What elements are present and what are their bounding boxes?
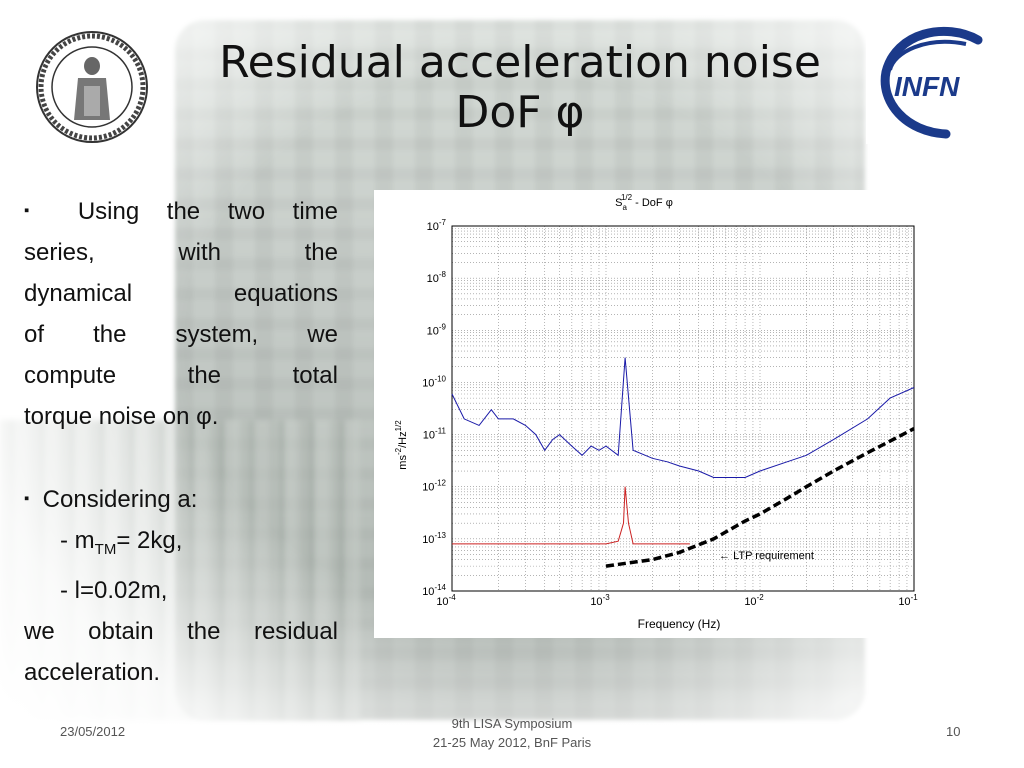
bullet-icon: ▪ xyxy=(24,490,30,507)
chart-title: Sa1/2 - DoF φ xyxy=(615,193,673,212)
x-ticks: 10-4 10-3 10-2 10-1 xyxy=(436,593,918,608)
plot-frame xyxy=(451,225,915,592)
series-line-0 xyxy=(451,357,915,478)
y-axis-label: ms-2/Hz1/2 xyxy=(394,420,409,470)
infn-logo-text: INFN xyxy=(894,71,960,102)
mass-line: - mTM= 2kg, xyxy=(60,527,183,558)
title-line-1: Residual acceleration noise xyxy=(219,37,821,88)
chart-series xyxy=(451,357,915,568)
y-tick-label: 10-9 xyxy=(427,322,447,337)
y-tick-label: 10-11 xyxy=(423,427,447,442)
footer-page-number: 10 xyxy=(946,724,961,739)
seal-icon xyxy=(36,31,148,143)
bullet1-line: ▪ Using the two time xyxy=(24,198,338,225)
conclusion-line: acceleration. xyxy=(24,658,161,686)
chart-svg: 10-4 10-3 10-2 10-1 10-710-810-910-1010-111… xyxy=(394,193,918,631)
footer-event: 9th LISA Symposium 21-25 May 2012, BnF P… xyxy=(400,714,624,752)
x-tick-label: 10-4 xyxy=(436,593,456,608)
series-line-2 xyxy=(605,427,915,568)
ltp-requirement-label: ← LTP requirement xyxy=(719,550,814,562)
y-tick-label: 10-8 xyxy=(427,270,447,285)
y-tick-label: 10-10 xyxy=(422,374,446,389)
bullet-icon: ▪ xyxy=(24,202,51,219)
x-tick-label: 10-3 xyxy=(590,593,610,608)
y-tick-label: 10-14 xyxy=(422,583,446,598)
chart-grid xyxy=(451,226,914,592)
footer-event-line2: 21-25 May 2012, BnF Paris xyxy=(432,735,592,750)
university-seal-logo xyxy=(32,28,152,146)
infn-swoosh-icon: INFN xyxy=(880,26,983,139)
y-tick-label: 10-12 xyxy=(422,479,446,494)
footer-date: 23/05/2012 xyxy=(60,724,126,739)
x-axis-label: Frequency (Hz) xyxy=(638,617,721,631)
footer-event-line1: 9th LISA Symposium xyxy=(451,716,573,731)
series-line-1 xyxy=(452,486,690,545)
x-tick-label: 10-2 xyxy=(744,593,764,608)
title-line-2: DoF φ xyxy=(455,87,585,138)
x-tick-label: 10-1 xyxy=(898,593,918,608)
y-tick-label: 10-7 xyxy=(427,218,447,233)
infn-logo: INFN xyxy=(866,22,996,144)
slide-title: Residual acceleration noise DoF φ xyxy=(150,38,890,138)
bullet2-lead: ▪ Considering a: xyxy=(24,486,198,513)
length-line: - l=0.02m, xyxy=(60,576,168,604)
noise-chart: 10-4 10-3 10-2 10-1 10-7 10-8 10-9 10-10 10-11 1… xyxy=(374,190,924,638)
bullet1-line: series, with the xyxy=(24,239,338,266)
conclusion-line: we obtain the residual xyxy=(24,617,338,645)
bullet1-line: of the system, we xyxy=(24,321,338,348)
ltp-requirement-annotation: ← LTP requirement xyxy=(719,550,814,562)
y-tick-label: 10-13 xyxy=(422,531,446,546)
bullet1-line: compute the total xyxy=(24,362,338,389)
bullet1-line: dynamical equations xyxy=(24,280,338,307)
y-ticks: 10-7 10-8 10-9 10-10 10-11 10-12 10-13 10-14 xyxy=(422,218,446,598)
bullet1-line: torque noise on φ. xyxy=(24,403,219,430)
body-text: ▪ Using the two time series, with the dy… xyxy=(24,190,338,693)
